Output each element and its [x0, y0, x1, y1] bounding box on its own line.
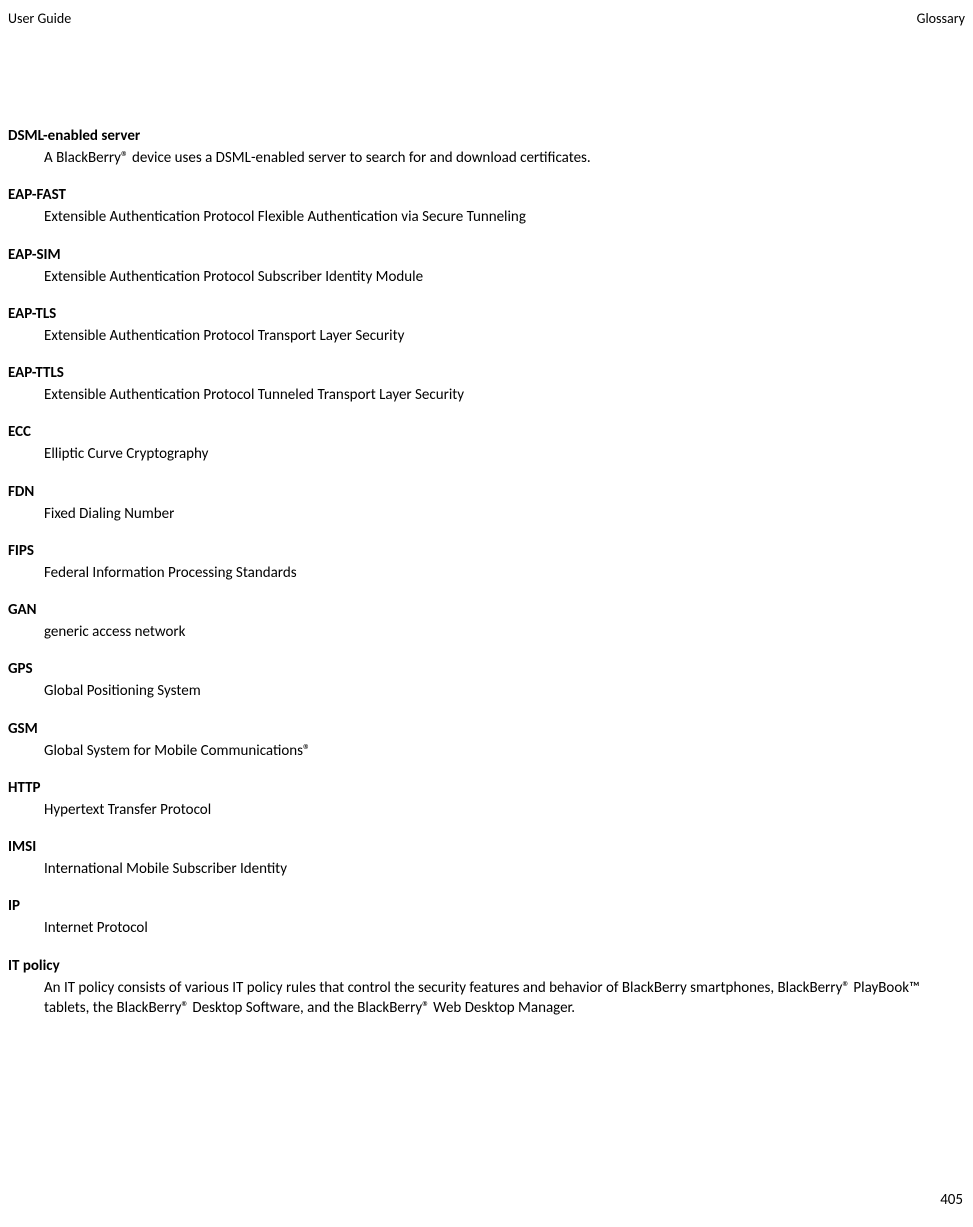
- glossary-definition: Fixed Dialing Number: [8, 504, 965, 524]
- glossary-term: HTTP: [8, 779, 965, 797]
- glossary-entry: GAN generic access network: [8, 601, 965, 642]
- glossary-definition: Extensible Authentication Protocol Subsc…: [8, 267, 965, 287]
- glossary-term: GAN: [8, 601, 965, 619]
- glossary-entry: EAP-SIM Extensible Authentication Protoc…: [8, 246, 965, 287]
- glossary-term: GSM: [8, 720, 965, 738]
- glossary-entry: IT policy An IT policy consists of vario…: [8, 957, 965, 1019]
- glossary-term: FIPS: [8, 542, 965, 560]
- glossary-term: EAP-TTLS: [8, 364, 965, 382]
- glossary-definition: Elliptic Curve Cryptography: [8, 444, 965, 464]
- glossary-term: IP: [8, 897, 965, 915]
- glossary-definition: Extensible Authentication Protocol Trans…: [8, 326, 965, 346]
- header-left: User Guide: [8, 10, 71, 27]
- glossary-definition: International Mobile Subscriber Identity: [8, 859, 965, 879]
- glossary-entry: IMSI International Mobile Subscriber Ide…: [8, 838, 965, 879]
- glossary-entry: IP Internet Protocol: [8, 897, 965, 938]
- glossary-term: FDN: [8, 483, 965, 501]
- glossary-entry: GPS Global Positioning System: [8, 660, 965, 701]
- glossary-term: DSML-enabled server: [8, 127, 965, 145]
- glossary-entry: FDN Fixed Dialing Number: [8, 483, 965, 524]
- glossary-entry: EAP-FAST Extensible Authentication Proto…: [8, 186, 965, 227]
- glossary-entry: HTTP Hypertext Transfer Protocol: [8, 779, 965, 820]
- glossary-definition: Extensible Authentication Protocol Tunne…: [8, 385, 965, 405]
- glossary-definition: An IT policy consists of various IT poli…: [8, 978, 965, 1019]
- glossary-entry: DSML-enabled server A BlackBerry® device…: [8, 127, 965, 168]
- glossary-content: DSML-enabled server A BlackBerry® device…: [0, 27, 973, 1018]
- glossary-entry: EAP-TTLS Extensible Authentication Proto…: [8, 364, 965, 405]
- glossary-term: EAP-TLS: [8, 305, 965, 323]
- page-header: User Guide Glossary: [0, 0, 973, 27]
- glossary-entry: FIPS Federal Information Processing Stan…: [8, 542, 965, 583]
- glossary-definition: Global System for Mobile Communications®: [8, 741, 965, 761]
- glossary-definition: Global Positioning System: [8, 681, 965, 701]
- glossary-definition: Extensible Authentication Protocol Flexi…: [8, 207, 965, 227]
- glossary-definition: Hypertext Transfer Protocol: [8, 800, 965, 820]
- glossary-entry: EAP-TLS Extensible Authentication Protoc…: [8, 305, 965, 346]
- header-right: Glossary: [917, 10, 965, 27]
- glossary-term: GPS: [8, 660, 965, 678]
- glossary-entry: GSM Global System for Mobile Communicati…: [8, 720, 965, 761]
- glossary-definition: A BlackBerry® device uses a DSML-enabled…: [8, 148, 965, 168]
- glossary-term: EAP-SIM: [8, 246, 965, 264]
- page-number: 405: [940, 1191, 963, 1209]
- glossary-term: ECC: [8, 423, 965, 441]
- glossary-term: EAP-FAST: [8, 186, 965, 204]
- glossary-definition: Federal Information Processing Standards: [8, 563, 965, 583]
- glossary-definition: generic access network: [8, 622, 965, 642]
- glossary-entry: ECC Elliptic Curve Cryptography: [8, 423, 965, 464]
- glossary-definition: Internet Protocol: [8, 918, 965, 938]
- glossary-term: IT policy: [8, 957, 965, 975]
- glossary-term: IMSI: [8, 838, 965, 856]
